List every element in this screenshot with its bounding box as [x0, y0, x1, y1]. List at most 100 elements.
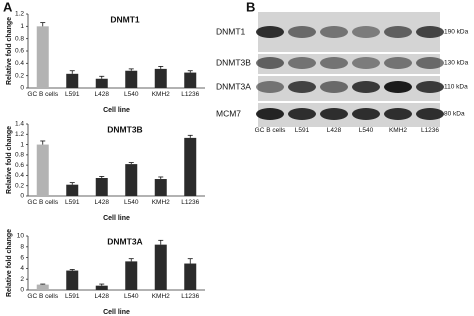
- y-tick-label: 0: [20, 287, 24, 294]
- x-tick-label: L591: [65, 91, 80, 98]
- bar: [95, 178, 108, 196]
- bar: [154, 179, 167, 196]
- x-tick-label: L540: [124, 293, 139, 300]
- x-tick-label: L1236: [181, 199, 200, 206]
- panel-label: B: [246, 0, 255, 14]
- blot-band: [352, 108, 380, 120]
- blot-row-label: MCM7: [216, 108, 241, 118]
- bar: [184, 263, 197, 290]
- y-tick-label: 10: [17, 233, 25, 240]
- x-tick-label: L1236: [181, 293, 200, 300]
- x-tick-label: L591: [65, 199, 80, 206]
- y-tick-label: 0.4: [15, 60, 24, 67]
- y-tick-label: 0.6: [15, 162, 24, 169]
- bar: [66, 73, 79, 88]
- chart-title: DNMT3B: [107, 124, 142, 134]
- blot-band: [288, 81, 316, 93]
- bar: [184, 72, 197, 88]
- chart-title: DNMT1: [110, 14, 140, 24]
- blot-kda-label: 130 kDa: [444, 60, 469, 67]
- x-tick-label: GC B cells: [27, 199, 59, 206]
- blot-band: [320, 57, 348, 69]
- blot-band: [384, 81, 412, 93]
- x-tick-label: KMH2: [151, 293, 170, 300]
- x-tick-label: L428: [94, 199, 109, 206]
- blot-band: [288, 26, 316, 38]
- blot-row-label: DNMT1: [216, 26, 246, 36]
- blot-band: [416, 26, 444, 38]
- bar: [95, 78, 108, 88]
- blot-band: [384, 108, 412, 120]
- blot-kda-label: 80 kDa: [444, 111, 465, 118]
- blot-band: [352, 81, 380, 93]
- bar: [125, 261, 138, 290]
- blot-band: [352, 26, 380, 38]
- x-tick-label: KMH2: [151, 199, 170, 206]
- blot-row-label: DNMT3A: [216, 81, 251, 91]
- y-axis-label: Relative fold change: [6, 17, 13, 85]
- x-axis-label: Cell line: [103, 215, 130, 222]
- blot-band: [320, 26, 348, 38]
- x-tick-label: KMH2: [151, 91, 170, 98]
- blot-band: [416, 108, 444, 120]
- x-tick-label: GC B cells: [27, 91, 59, 98]
- y-tick-label: 1.2: [15, 131, 24, 138]
- y-axis-label: Relative fold change: [6, 229, 13, 297]
- blot-membrane: [258, 12, 440, 127]
- y-tick-label: 0.2: [15, 182, 24, 189]
- blot-band: [352, 57, 380, 69]
- chart-title: DNMT3A: [107, 236, 142, 246]
- bar: [36, 26, 49, 88]
- bar: [95, 285, 108, 290]
- y-tick-label: 0.2: [15, 72, 24, 79]
- y-tick-label: 0: [20, 193, 24, 200]
- blot-lane-label: L428: [326, 127, 342, 134]
- y-tick-label: 0: [20, 85, 24, 92]
- bar: [125, 164, 138, 196]
- blot-row-label: DNMT3B: [216, 57, 251, 67]
- bar: [36, 144, 49, 196]
- bar: [154, 68, 167, 88]
- x-axis-label: Cell line: [103, 309, 130, 316]
- y-tick-label: 0.8: [15, 35, 24, 42]
- x-axis-label: Cell line: [103, 107, 130, 114]
- x-tick-label: L540: [124, 91, 139, 98]
- blot-band: [288, 57, 316, 69]
- y-tick-label: 1: [20, 141, 24, 148]
- blot-kda-label: 110 kDa: [444, 84, 468, 91]
- blot-band: [256, 81, 284, 93]
- blot-band: [256, 108, 284, 120]
- y-tick-label: 1: [20, 23, 24, 30]
- y-tick-label: 1.4: [15, 121, 24, 128]
- blot-divider: [258, 52, 440, 54]
- blot-lane-label: GC B cells: [254, 127, 286, 134]
- y-tick-label: 2: [20, 276, 24, 283]
- bar: [184, 137, 197, 196]
- bar: [125, 70, 138, 88]
- blot-lane-label: KMH2: [388, 127, 408, 134]
- y-axis-label: Relative fold change: [6, 126, 13, 194]
- x-tick-label: L1236: [181, 91, 200, 98]
- bar: [66, 270, 79, 290]
- panel-label: A: [3, 0, 13, 14]
- blot-band: [320, 81, 348, 93]
- blot-band: [416, 81, 444, 93]
- y-tick-label: 0.8: [15, 152, 24, 159]
- x-tick-label: GC B cells: [27, 293, 59, 300]
- blot-lane-label: L1236: [420, 127, 440, 134]
- y-tick-label: 0.6: [15, 48, 24, 55]
- blot-divider: [258, 74, 440, 76]
- blot-kda-label: 190 kDa: [444, 29, 469, 36]
- blot-band: [416, 57, 444, 69]
- x-tick-label: L428: [94, 91, 109, 98]
- blot-band: [256, 57, 284, 69]
- blot-band: [256, 26, 284, 38]
- y-tick-label: 1.2: [15, 11, 24, 18]
- bar: [154, 244, 167, 290]
- bar: [66, 184, 79, 196]
- x-tick-label: L591: [65, 293, 80, 300]
- y-tick-label: 0.4: [15, 172, 24, 179]
- y-tick-label: 8: [20, 244, 24, 251]
